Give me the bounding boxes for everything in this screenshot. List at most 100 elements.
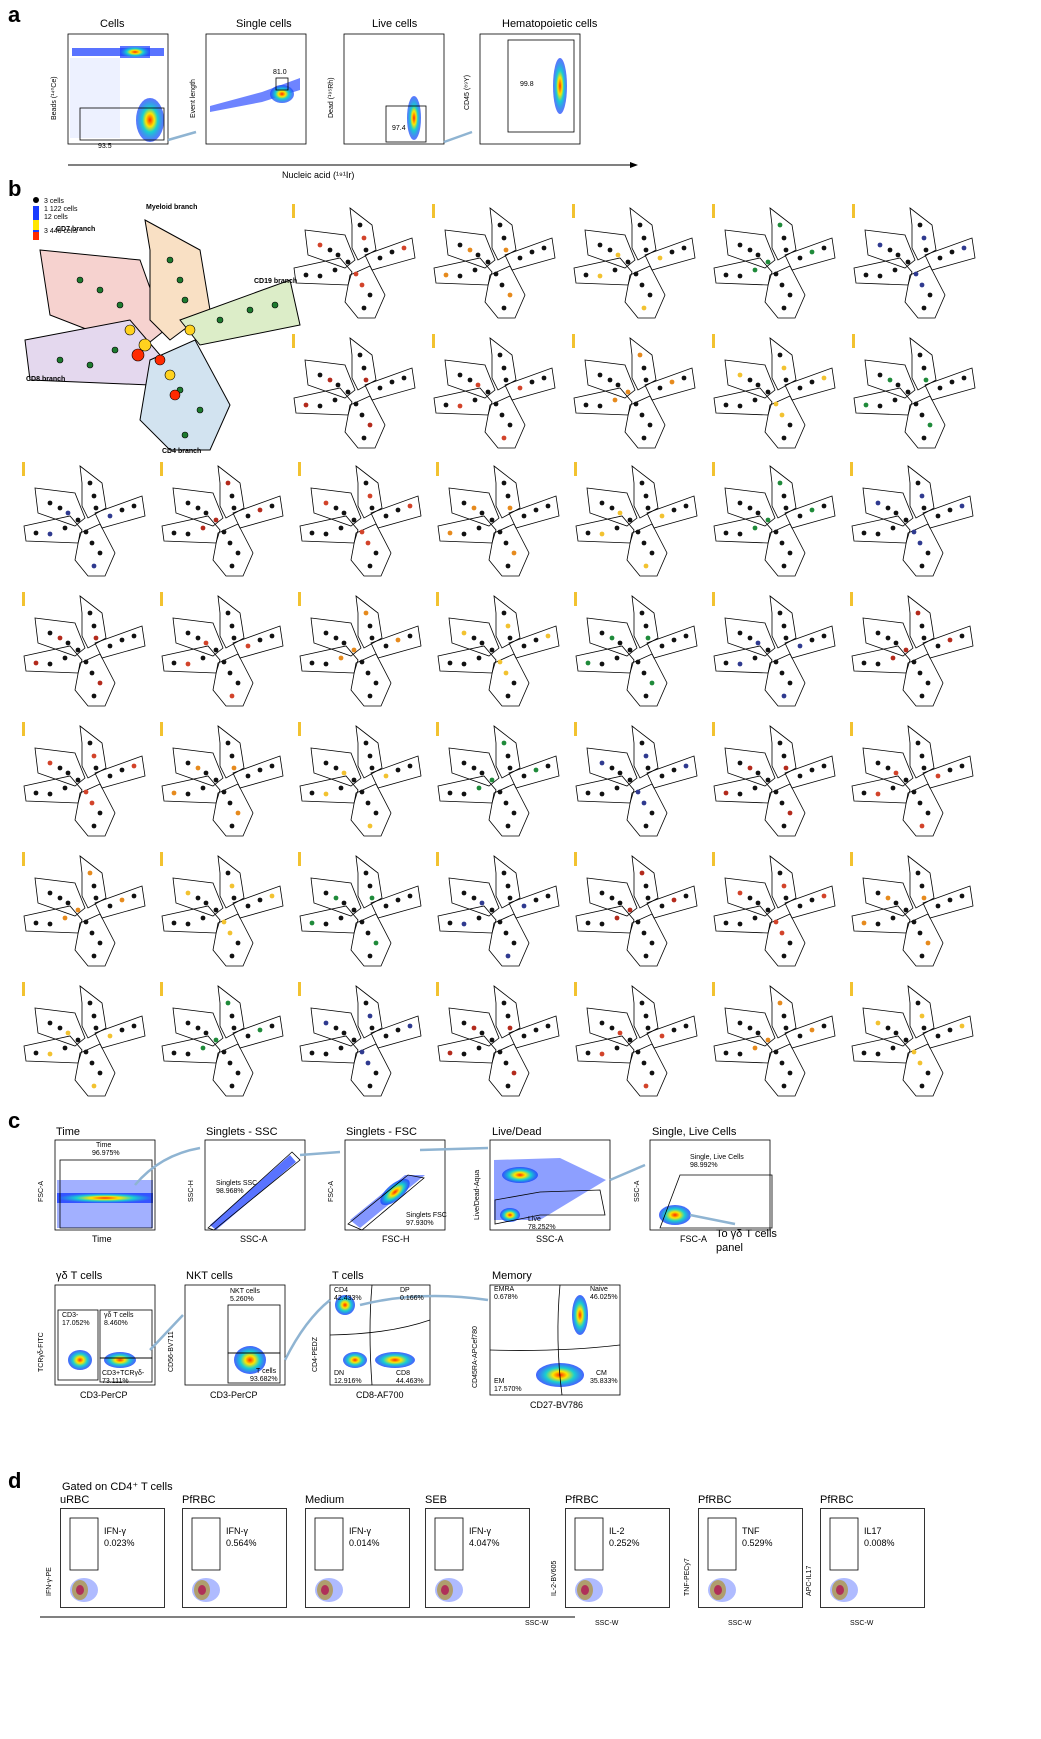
spade-tree-thumbnail [292, 204, 416, 319]
spade-tree-thumbnail [22, 722, 146, 837]
spade-tree-thumbnail [712, 722, 836, 837]
y-axis-label: Live/Dead-Aqua [474, 1169, 481, 1220]
plot-title: PfRBC [565, 1494, 599, 1506]
y-axis-label: CD45RA-APCef780 [472, 1326, 479, 1388]
to-gd-label: To γδ T cells [716, 1228, 777, 1240]
panel-label-c: c [8, 1108, 21, 1133]
flow-plot [305, 1508, 410, 1608]
quadrant-label: CD3+TCRγδ- [102, 1370, 145, 1377]
spade-tree-thumbnail [850, 852, 974, 967]
quadrant-label: CD4 [334, 1287, 349, 1294]
panel-label-d: d [8, 1468, 22, 1493]
spade-tree-thumbnail [436, 462, 560, 577]
spade-tree-thumbnail [712, 982, 836, 1097]
spade-tree-thumbnail [432, 334, 556, 449]
spade-tree-thumbnail [22, 852, 146, 967]
cytokine-value: 0.529% [742, 1538, 773, 1548]
spade-tree-thumbnail [574, 722, 698, 837]
cytokine-label: IL17 [864, 1526, 882, 1536]
plot-title: Memory [492, 1270, 532, 1282]
y-axis-label: IL-2-BV605 [551, 1560, 558, 1596]
to-gd-panel-label: panel [716, 1242, 743, 1254]
quadrant-label: EM [494, 1378, 505, 1385]
quadrant-label: DP [400, 1287, 410, 1294]
y-axis-label: CD45 (⁸⁹Y) [464, 74, 471, 110]
quadrant-label: DN [334, 1370, 345, 1377]
y-axis-label: APC-IL17 [806, 1565, 813, 1596]
x-axis-label: SSC-W [728, 1620, 752, 1627]
spade-tree-thumbnail [160, 852, 284, 967]
cytokine-label: IL-2 [609, 1526, 625, 1536]
y-axis-label: CD56-BV711 [168, 1331, 175, 1372]
panel-a: Cells Single cells Live cells Hematopoie… [0, 0, 1041, 180]
gate-label: Time [96, 1142, 112, 1149]
spade-tree-thumbnail [852, 204, 976, 319]
quadrant-value: 5.260% [230, 1296, 254, 1303]
quadrant-value: 46.025% [590, 1294, 618, 1301]
plot-title: uRBC [60, 1494, 90, 1506]
spade-tree-thumbnail [712, 334, 836, 449]
spade-tree-thumbnail [298, 462, 422, 577]
quadrant-value: 44.463% [396, 1378, 424, 1385]
spade-tree-thumbnail [850, 722, 974, 837]
plot-title: Medium [305, 1494, 345, 1506]
cytokine-value: 0.008% [864, 1538, 895, 1548]
panel-label-b: b [8, 176, 22, 201]
x-axis-label: FSC-A [680, 1234, 707, 1244]
spade-tree-thumbnail [574, 462, 698, 577]
quadrant-label: T cells [256, 1368, 277, 1375]
x-axis-label: SSC-A [536, 1234, 564, 1244]
y-axis-label: TCRγδ-FITC [38, 1332, 45, 1372]
cytokine-label: TNF [742, 1526, 760, 1536]
spade-tree-thumbnail [712, 462, 836, 577]
gate-value: 96.975% [92, 1150, 120, 1157]
spade-tree-thumbnail [574, 852, 698, 967]
gate-value: 99.8 [520, 81, 534, 88]
plot-title: Cells [100, 18, 125, 30]
plot-title: T cells [332, 1270, 364, 1282]
spade-tree-thumbnail [22, 462, 146, 577]
gate-label: Live [528, 1216, 541, 1223]
flow-plot [60, 1508, 165, 1608]
x-axis-label: Nucleic acid (¹⁹¹Ir) [282, 170, 355, 180]
panel-a-plots: 93.5 81.0 97.4 99.8 [67, 33, 638, 168]
flow-plot [698, 1508, 803, 1608]
plot-title: PfRBC [820, 1494, 854, 1506]
x-axis-label: SSC-A [240, 1234, 268, 1244]
branch-label: CD8 branch [26, 376, 66, 383]
quadrant-value: 35.833% [590, 1378, 618, 1385]
gate-value: 78.252% [528, 1224, 556, 1231]
y-axis-label: SSC-H [188, 1180, 195, 1202]
gate-value: 93.5 [98, 143, 112, 150]
gate-value: 97.930% [406, 1220, 434, 1227]
x-axis-label: CD27-BV786 [530, 1400, 584, 1410]
x-axis-label: SSC-W [595, 1620, 619, 1627]
size-legend-item: 3 446 cells [44, 228, 78, 235]
quadrant-label: Naive [590, 1286, 608, 1293]
spade-tree-thumbnail [574, 592, 698, 707]
spade-tree-thumbnail [572, 204, 696, 319]
y-axis-label: FSC-A [38, 1181, 45, 1202]
x-axis-label: CD3-PerCP [210, 1390, 258, 1400]
size-legend-item: 12 cells [44, 214, 68, 221]
spade-tree-thumbnail [574, 982, 698, 1097]
quadrant-value: 93.682% [250, 1376, 278, 1383]
gate-label: Singlets FSC [406, 1212, 447, 1219]
plot-title: Time [56, 1126, 81, 1138]
spade-tree-grid [0, 180, 1041, 1110]
spade-tree-thumbnail [292, 334, 416, 449]
spade-tree-thumbnail [160, 722, 284, 837]
spade-tree-thumbnail [22, 982, 146, 1097]
quadrant-label: EMRA [494, 1286, 515, 1293]
spade-tree-thumbnail [432, 204, 556, 319]
size-legend-item: 1 122 cells [44, 206, 78, 213]
y-axis-label: SSC-A [634, 1180, 641, 1202]
quadrant-value: 17.570% [494, 1386, 522, 1393]
quadrant-value: 42.433% [334, 1295, 362, 1302]
spade-tree-thumbnail [298, 982, 422, 1097]
y-axis-label: CD4-PEDZ [312, 1336, 319, 1372]
panel-label-a: a [8, 2, 21, 27]
plot-title: PfRBC [182, 1494, 216, 1506]
panel-d: Gated on CD4⁺ T cells uRBC IFN-γ 0.023% IFN… [0, 1480, 1041, 1739]
legend-swatch [33, 197, 39, 240]
